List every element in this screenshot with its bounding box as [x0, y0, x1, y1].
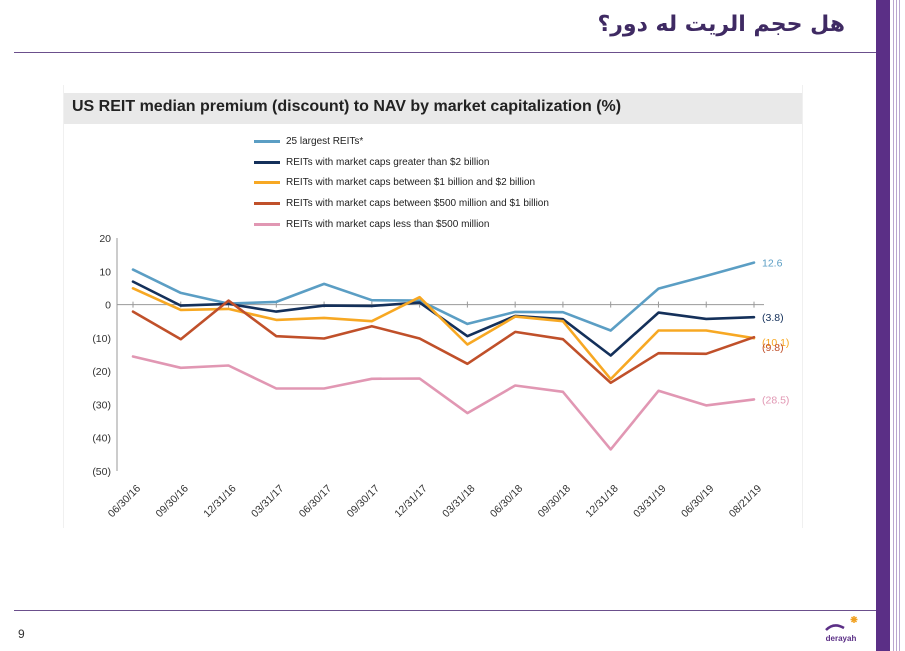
- x-tick-label: 06/30/16: [106, 483, 143, 520]
- x-tick-label: 09/30/16: [154, 483, 191, 520]
- series-end-label: (10.1): [762, 337, 789, 349]
- footer-divider: [14, 610, 876, 611]
- chart-container: US REIT median premium (discount) to NAV…: [63, 85, 803, 528]
- y-tick-label: (40): [92, 433, 111, 445]
- legend-label: REITs with market caps between $500 mill…: [286, 198, 549, 210]
- x-tick-label: 06/30/18: [488, 483, 525, 520]
- legend-item: 25 largest REITs*: [254, 131, 549, 152]
- legend-item: REITs with market caps less than $500 mi…: [254, 214, 549, 235]
- x-tick-label: 12/31/18: [583, 483, 620, 520]
- company-logo: derayah: [818, 614, 864, 648]
- legend-label: REITs with market caps less than $500 mi…: [286, 219, 490, 231]
- series-line: [131, 299, 756, 385]
- x-tick-label: 03/31/17: [249, 483, 286, 520]
- series-end-label: 12.6: [762, 258, 783, 270]
- y-tick-label: 10: [99, 266, 111, 278]
- series-line: [131, 355, 756, 451]
- line-chart: 20 10 0 (10) (20) (30) (40) (50) 06/30/16 09/30/1…: [92, 233, 789, 520]
- title-divider: [14, 52, 876, 53]
- y-tick-label: 20: [99, 233, 111, 245]
- series-end-label: (9.8): [762, 342, 784, 354]
- side-accent-stripes: [893, 0, 901, 651]
- legend-swatch: [254, 160, 280, 164]
- series-line: [131, 287, 756, 381]
- series-line: [131, 261, 756, 332]
- x-tick-label: 08/21/19: [727, 483, 764, 520]
- legend-swatch: [254, 139, 280, 143]
- y-tick-label: (20): [92, 366, 111, 378]
- x-tick-label: 09/30/18: [536, 483, 573, 520]
- legend-label: 25 largest REITs*: [286, 135, 364, 147]
- y-tick-label: (50): [92, 466, 111, 478]
- legend-label: REITs with market caps greater than $2 b…: [286, 156, 490, 168]
- y-tick-label: 0: [105, 300, 111, 312]
- side-accent-bar: [876, 0, 890, 651]
- y-tick-label: (30): [92, 399, 111, 411]
- x-tick-label: 06/30/17: [297, 483, 334, 520]
- series-line: [131, 280, 756, 357]
- chart-legend: 25 largest REITs* REITs with market caps…: [254, 131, 549, 235]
- legend-label: REITs with market caps between $1 billio…: [286, 177, 536, 189]
- slide-title: هل حجم الريت له دور؟: [597, 12, 845, 37]
- legend-item: REITs with market caps between $500 mill…: [254, 193, 549, 214]
- legend-swatch: [254, 223, 280, 227]
- legend-swatch: [254, 202, 280, 206]
- logo-star-icon: [825, 616, 858, 631]
- series-end-label: (28.5): [762, 394, 789, 406]
- x-tick-label: 03/31/18: [440, 483, 477, 520]
- x-tick-label: 12/31/17: [392, 483, 429, 520]
- x-tick-label: 03/31/19: [631, 483, 668, 520]
- chart-title: US REIT median premium (discount) to NAV…: [72, 98, 622, 115]
- logo-text: derayah: [825, 634, 857, 643]
- x-tick-label: 06/30/19: [679, 483, 716, 520]
- x-tick-label: 09/30/17: [345, 483, 382, 520]
- page-number: 9: [18, 627, 25, 641]
- x-tick-label: 12/31/16: [201, 483, 238, 520]
- legend-item: REITs with market caps between $1 billio…: [254, 173, 549, 194]
- series-end-label: (3.8): [762, 312, 784, 324]
- chart-header: US REIT median premium (discount) to NAV…: [64, 93, 802, 124]
- y-tick-label: (10): [92, 333, 111, 345]
- legend-item: REITs with market caps greater than $2 b…: [254, 152, 549, 173]
- legend-swatch: [254, 181, 280, 185]
